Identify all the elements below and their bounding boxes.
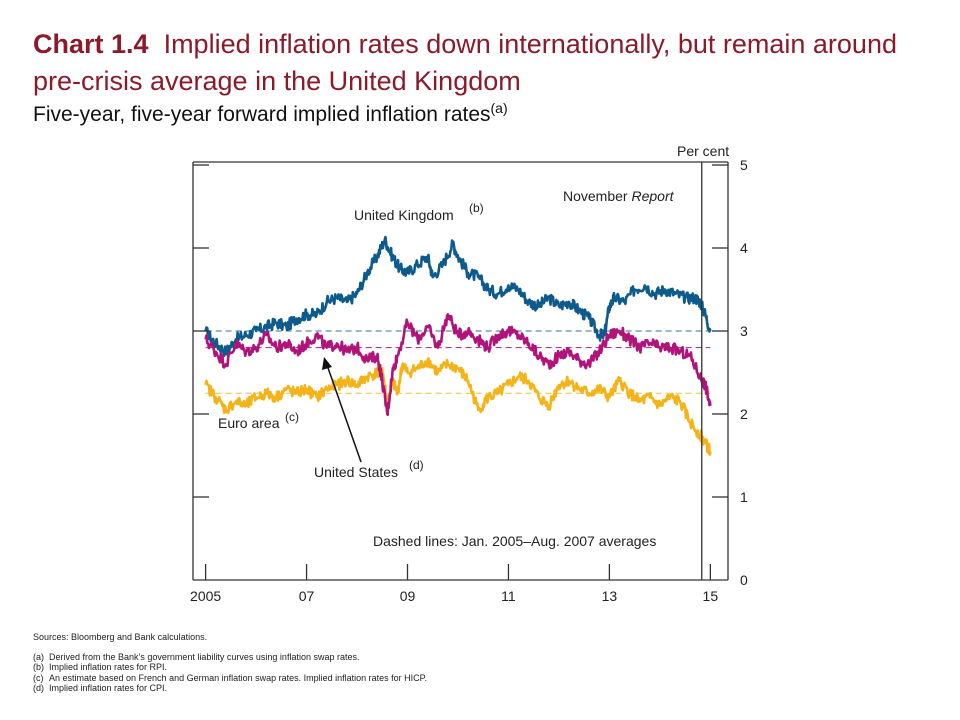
- series-line-united-kingdom: [204, 235, 712, 358]
- x-tick-label: 15: [703, 588, 719, 604]
- x-tick-label: 13: [602, 588, 618, 604]
- footnote-text: Implied inflation rates for CPI.: [49, 682, 168, 693]
- footnote-marker: (d): [33, 682, 44, 693]
- chart-title: Chart 1.4 Implied inflation rates down i…: [33, 26, 933, 100]
- y-unit-label: Per cent: [677, 143, 729, 159]
- footnote-text: Derived from the Bank’s government liabi…: [49, 652, 360, 663]
- november-report-label: November Report: [563, 188, 675, 204]
- subtitle-footnote-marker: (a): [490, 100, 508, 116]
- label-united-kingdom: United Kingdom (b): [354, 201, 484, 223]
- y-tick-label: 4: [740, 240, 748, 256]
- chart-title-text: Implied inflation rates down internation…: [33, 29, 897, 96]
- footnote-marker: (c): [33, 672, 44, 683]
- footnote-d: (d) Implied inflation rates for CPI.: [33, 683, 427, 693]
- dashed-lines-note: Dashed lines: Jan. 2005–Aug. 2007 averag…: [373, 533, 656, 549]
- footnote-c: (c) An estimate based on French and Germa…: [33, 673, 427, 683]
- x-tick-label: 09: [400, 588, 416, 604]
- series-footnote-euro-area: (c): [285, 410, 299, 424]
- footnote-marker: (b): [33, 662, 44, 673]
- y-tick-label: 3: [740, 323, 748, 339]
- chart-number: Chart 1.4: [33, 29, 149, 59]
- x-tick-label: 2005: [190, 588, 221, 604]
- y-tick-label: 0: [740, 572, 748, 588]
- series-lines: [204, 235, 712, 456]
- y-tick-label: 2: [740, 406, 748, 422]
- y-tick-label: 1: [740, 489, 748, 505]
- x-tick-label: 07: [299, 588, 315, 604]
- series-label-uk: United Kingdom: [354, 207, 454, 223]
- series-line-united-states: [204, 357, 712, 456]
- footnote-marker: (a): [33, 652, 44, 663]
- axes: 0 1 2 3 4 5 2005 07 09 11 13 15: [190, 157, 748, 604]
- footnote-a: (a) Derived from the Bank’s government li…: [33, 652, 427, 662]
- footnote-text: Implied inflation rates for RPI.: [49, 662, 168, 673]
- footnote-b: (b) Implied inflation rates for RPI.: [33, 662, 427, 672]
- series-footnote-uk: (b): [469, 201, 484, 215]
- november-report-label-plain: November: [563, 188, 631, 204]
- series-label-euro-area: Euro area: [218, 415, 280, 431]
- label-united-states: United States (d): [314, 357, 424, 480]
- chart-subtitle-text: Five-year, five-year forward implied inf…: [33, 103, 491, 126]
- november-report-label-italic: Report: [631, 188, 674, 204]
- plot-frame: [192, 161, 729, 581]
- y-tick-label: 5: [740, 157, 748, 173]
- footnote-text: An estimate based on French and German i…: [49, 672, 428, 683]
- us-label-arrowhead: [322, 357, 332, 370]
- series-line-euro-area: [204, 313, 712, 417]
- chart-notes: Sources: Bloomberg and Bank calculations…: [33, 632, 427, 693]
- chart-subtitle: Five-year, five-year forward implied inf…: [33, 100, 508, 127]
- series-footnote-us: (d): [409, 458, 424, 472]
- sources-note: Sources: Bloomberg and Bank calculations…: [33, 632, 208, 642]
- series-label-us: United States: [314, 464, 398, 480]
- x-tick-label: 11: [501, 588, 516, 604]
- label-euro-area: Euro area (c): [218, 410, 299, 431]
- us-label-arrow: [326, 364, 362, 463]
